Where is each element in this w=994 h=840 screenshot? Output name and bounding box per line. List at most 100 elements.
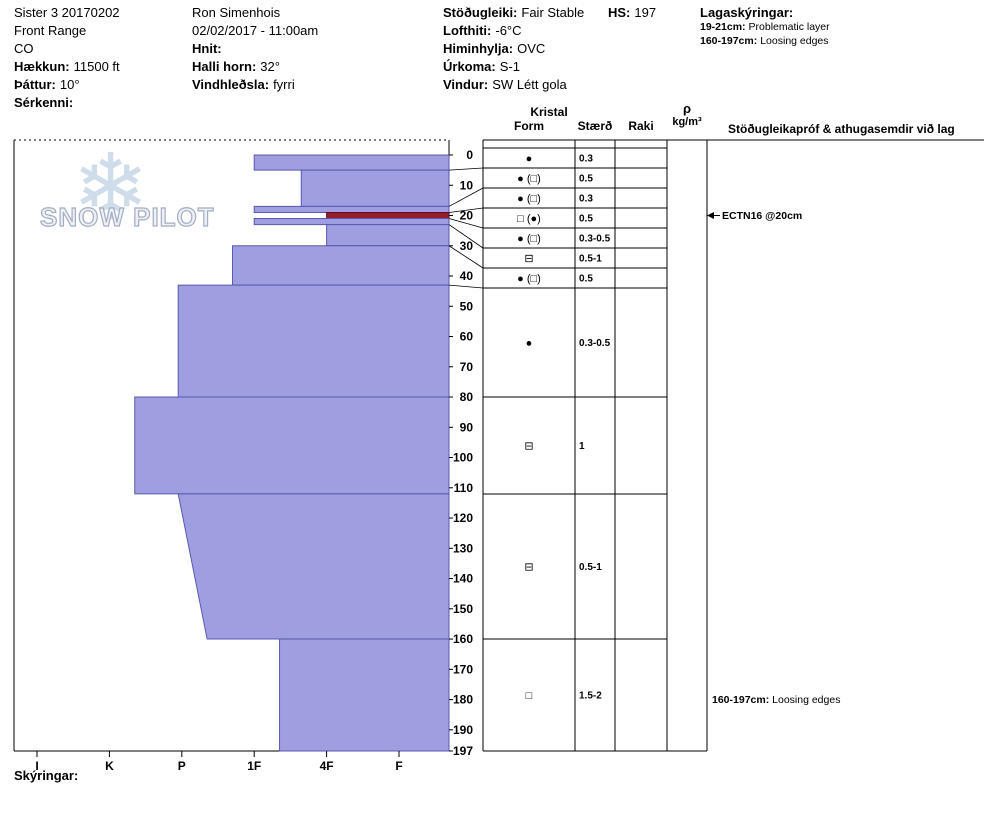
special-label: Sérkenni: (14, 95, 74, 110)
grain-size-cell: 0.5-1 (579, 254, 602, 265)
depth-tick-label: 40 (460, 269, 474, 283)
observer-name: Ron Simenhois (192, 5, 281, 20)
depth-tick-label: 190 (453, 723, 473, 737)
layer-note-range: 19-21cm: (700, 21, 746, 33)
grain-form-cell: ● (□) (517, 233, 541, 245)
grain-size-cell: 0.5 (579, 174, 593, 185)
grain-form-cell: ● (□) (517, 273, 541, 285)
layer-note-text: Loosing edges (760, 34, 829, 47)
density-units-header: kg/m³ (672, 116, 702, 128)
hardness-axis-label: 1F (247, 759, 261, 773)
airtemp-label: Lofthiti: (443, 23, 492, 38)
special-row: Sérkenni: (14, 94, 120, 112)
airtemp-row: Lofthiti: -6°C (443, 22, 584, 40)
slope-row: Halli horn: 32° (192, 58, 318, 76)
aspect-value: 10° (59, 77, 80, 92)
windloading-value: fyrri (273, 77, 295, 92)
depth-tick-label: 70 (460, 360, 474, 374)
grain-size-cell: 0.3 (579, 154, 593, 165)
grain-size-cell: 0.5-1 (579, 562, 602, 573)
layer-note: 160-197cm: Loosing edges (700, 35, 830, 49)
wind-value: SW Létt gola (492, 77, 567, 92)
grain-size-cell: 0.3-0.5 (579, 338, 611, 349)
grain-size-cell: 0.5 (579, 214, 593, 225)
header-location-block: Sister 3 20170202 Front Range CO Hækkun:… (14, 4, 120, 112)
snow-layer-bar (253, 205, 450, 213)
grain-form-cell: ⊟ (524, 253, 533, 265)
depth-tick-label: 30 (460, 239, 474, 253)
grain-form-cell: ● (526, 338, 533, 350)
precip-value: S-1 (499, 59, 520, 74)
depth-tick-label: 140 (453, 572, 473, 586)
wind-row: Vindur: SW Létt gola (443, 76, 584, 94)
elevation-value: 11500 ft (73, 59, 120, 74)
coords-row: Hnit: (192, 40, 318, 58)
grain-form-cell: □ (●) (517, 213, 541, 225)
depth-tick-label: 170 (453, 662, 473, 676)
pit-state: CO (14, 41, 34, 56)
snow-layer-bar (231, 245, 450, 286)
airtemp-value: -6°C (495, 23, 522, 38)
layer-note-text: Problematic layer (748, 21, 830, 33)
header-layer-notes-block: Lagaskýringar: 19-21cm: Problematic layer… (700, 4, 830, 48)
snow-layer-bar (177, 493, 450, 640)
aspect-label: Þáttur: (14, 77, 56, 92)
depth-tick-label: 60 (460, 330, 474, 344)
layer-leader-line (448, 218, 484, 229)
grain-size-cell: 1.5-2 (579, 691, 602, 702)
precip-label: Úrkoma: (443, 59, 496, 74)
depth-tick-label: 80 (460, 390, 474, 404)
sky-value: OVC (517, 41, 546, 56)
sky-label: Himinhylja: (443, 41, 514, 56)
layer-leader-line (448, 224, 484, 249)
grain-form-cell: ● (□) (517, 173, 541, 185)
layer-leader-line (448, 245, 484, 269)
snow-layer-bar (326, 224, 450, 247)
layer-notes-title: Lagaskýringar: (700, 5, 794, 20)
elevation-row: Hækkun: 11500 ft (14, 58, 120, 76)
snow-layer-bar (300, 169, 450, 207)
slope-label: Halli horn: (192, 59, 257, 74)
layer-leader-line (448, 167, 484, 171)
header-conditions-block: Stöðugleiki: Fair Stable Lofthiti: -6°C Hi… (443, 4, 584, 94)
pit-title: Sister 3 20170202 (14, 5, 120, 20)
stability-value: Fair Stable (521, 5, 585, 20)
pit-range: Front Range (14, 23, 87, 38)
aspect-row: Þáttur: 10° (14, 76, 120, 94)
density-symbol-header: ρ (682, 101, 692, 116)
layer-leader-line (448, 284, 484, 289)
snow-layer-bar (177, 284, 450, 398)
grain-size-cell: 0.3 (579, 194, 593, 205)
wind-label: Vindur: (443, 77, 489, 92)
grain-form-cell: □ (526, 690, 533, 702)
slope-value: 32° (260, 59, 280, 74)
windloading-label: Vindhleðsla: (192, 77, 270, 92)
depth-tick-label: 0 (466, 148, 473, 162)
depth-tick-label: 180 (453, 693, 473, 707)
depth-tick-label: 100 (453, 451, 473, 465)
grain-size-cell: 0.5 (579, 274, 593, 285)
comments-column-header: Stöðugleikapróf & athugasemdir við lag (728, 122, 955, 136)
layer-note: 19-21cm: Problematic layer (700, 21, 830, 35)
footer-notes-label: Skýringar: (14, 768, 79, 783)
layer-leader-line (448, 187, 484, 207)
header-hs-block: HS: 197 (608, 4, 656, 22)
annotation-arrowhead-icon (707, 212, 714, 220)
hardness-axis-label: I (35, 759, 38, 773)
depth-tick-label: 130 (453, 541, 473, 555)
snow-layer-bar (253, 218, 450, 226)
hardness-axis-label: F (395, 759, 402, 773)
wetness-column-header: Raki (628, 119, 654, 133)
precip-row: Úrkoma: S-1 (443, 58, 584, 76)
elevation-label: Hækkun: (14, 59, 70, 74)
depth-tick-label: 197 (453, 744, 473, 758)
coords-label: Hnit: (192, 41, 222, 56)
flagged-snow-layer-bar (326, 211, 450, 220)
depth-tick-label: 110 (454, 481, 474, 495)
kristal-header: Kristal (530, 105, 568, 119)
grain-form-cell: ⊟ (524, 562, 533, 574)
snow-layer-bar (253, 154, 450, 171)
hardness-axis-label: 4F (320, 759, 334, 773)
layer-note-range: 160-197cm: (700, 34, 758, 47)
